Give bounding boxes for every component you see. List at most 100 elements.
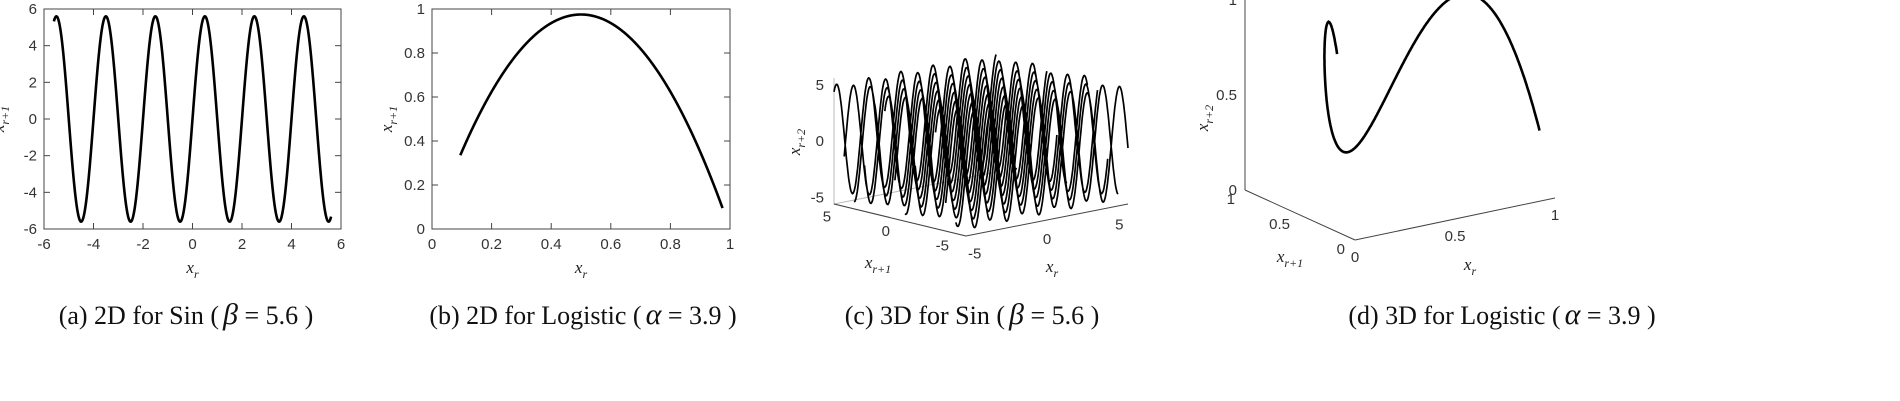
x-tick-label: 6 [337,236,345,253]
series-line [1323,0,1541,154]
y-axis-line [1244,189,1356,241]
x-tick-label: 1 [1551,207,1559,224]
y-tick-label: -2 [24,148,37,165]
caption-prefix: (b) 2D for Logistic ( [429,301,641,330]
x-axis-label-sub: r [194,267,199,281]
x-axis-label-sub: r [1053,266,1058,280]
x-tick-label: -2 [136,236,149,253]
panel-caption: (d) 3D for Logistic (α = 3.9 ) [1348,298,1655,331]
axes-box [431,8,731,230]
y-axis-label-sub: r+1 [872,262,891,276]
x-tick-label: 2 [238,236,246,253]
x-tick-label: 0 [188,236,196,253]
y-tick-label: 0.4 [404,133,425,150]
y-tick-label: 0 [1337,241,1345,258]
x-axis-label-main: x [574,258,583,277]
y-axis-label: xr+1 [0,106,12,133]
y-axis-label-main: x [864,253,873,272]
z-axis-label-sub: r+2 [1202,105,1216,124]
y-tick-label: 6 [29,1,37,18]
panel-caption: (c) 3D for Sin (β = 5.6 ) [845,298,1100,331]
series-line [52,14,333,224]
x-axis-label-main: x [1463,255,1472,274]
x-tick-label: -4 [87,236,100,253]
y-axis-label-main: x [377,124,396,133]
y-tick-label: 0.2 [404,177,425,194]
x-axis-label-main: x [1045,257,1054,276]
series-line [459,13,724,209]
caption-prefix: (a) 2D for Sin ( [59,301,219,330]
y-axis-label-main: x [1276,247,1285,266]
caption-symbol: β [222,298,238,331]
caption-symbol: α [1565,298,1582,331]
y-tick-label: 1 [417,1,425,18]
z-tick-label: 5 [816,77,824,94]
caption-symbol: α [646,298,663,331]
x-tick-label: 0.4 [541,236,562,253]
x-axis-label-sub: r [582,267,587,281]
x-tick-label: 0.6 [600,236,621,253]
x-tick-label: 1 [726,236,734,253]
caption-rest: = 5.6 ) [1024,301,1099,330]
y-tick-label: 0.5 [1269,216,1290,233]
y-tick-label: 0 [417,221,425,238]
x-axis-label-main: x [185,258,194,277]
y-tick-label: 2 [29,74,37,91]
x-axis-label: xr [185,258,199,281]
y-tick-label: 0.6 [404,89,425,106]
y-axis-label-sub: r+1 [1284,256,1303,270]
caption-rest: = 3.9 ) [1580,301,1655,330]
z-axis-label: xr+2 [1193,105,1216,132]
x-tick-label: -6 [37,236,50,253]
x-tick-label: 0 [1351,249,1359,266]
y-tick-label: -6 [24,221,37,238]
series-line [833,54,1129,229]
y-axis-label-sub: r+1 [386,106,400,125]
z-axis-label: xr+2 [785,129,808,156]
x-axis-label: xr [1045,257,1059,280]
y-tick-label: 1 [1227,191,1235,208]
z-tick-label: 0.5 [1216,87,1237,104]
caption-rest: = 3.9 ) [661,301,736,330]
x-tick-label: 0 [1043,231,1051,248]
y-tick-label: -5 [936,237,949,254]
z-tick-label: 0 [1229,182,1237,199]
y-tick-label: -4 [24,184,37,201]
y-tick-label: 0 [29,111,37,128]
x-tick-label: -5 [968,245,981,262]
z-axis-label-sub: r+2 [794,129,808,148]
x-axis-line [1354,197,1556,241]
x-tick-label: 5 [1115,217,1123,234]
x-axis-label: xr [574,258,588,281]
y-axis-label: xr+1 [1276,247,1303,270]
y-tick-label: 0.8 [404,45,425,62]
panel-caption: (a) 2D for Sin (β = 5.6 ) [59,298,314,331]
y-tick-label: 0 [882,223,890,240]
z-axis-label-main: x [785,147,804,156]
z-tick-label: 0 [816,133,824,150]
x-tick-label: 4 [287,236,295,253]
y-axis-line [833,203,967,237]
x-tick-label: 0.8 [660,236,681,253]
z-tick-label: -5 [811,189,824,206]
y-tick-label: 5 [823,209,831,226]
y-axis-label: xr+1 [864,253,891,276]
caption-prefix: (c) 3D for Sin ( [845,301,1005,330]
x-tick-label: 0.2 [481,236,502,253]
x-tick-label: 0 [428,236,436,253]
caption-symbol: β [1008,298,1024,331]
caption-rest: = 5.6 ) [238,301,313,330]
y-axis-label-main: x [0,124,8,133]
x-tick-label: 0.5 [1445,228,1466,245]
x-axis-label: xr [1463,255,1477,278]
y-tick-label: 4 [29,38,37,55]
x-axis-line [965,203,1129,237]
z-tick-label: 1 [1229,0,1237,9]
panel-caption: (b) 2D for Logistic (α = 3.9 ) [429,298,736,331]
z-axis-label-main: x [1193,123,1212,132]
x-axis-label-sub: r [1471,264,1476,278]
